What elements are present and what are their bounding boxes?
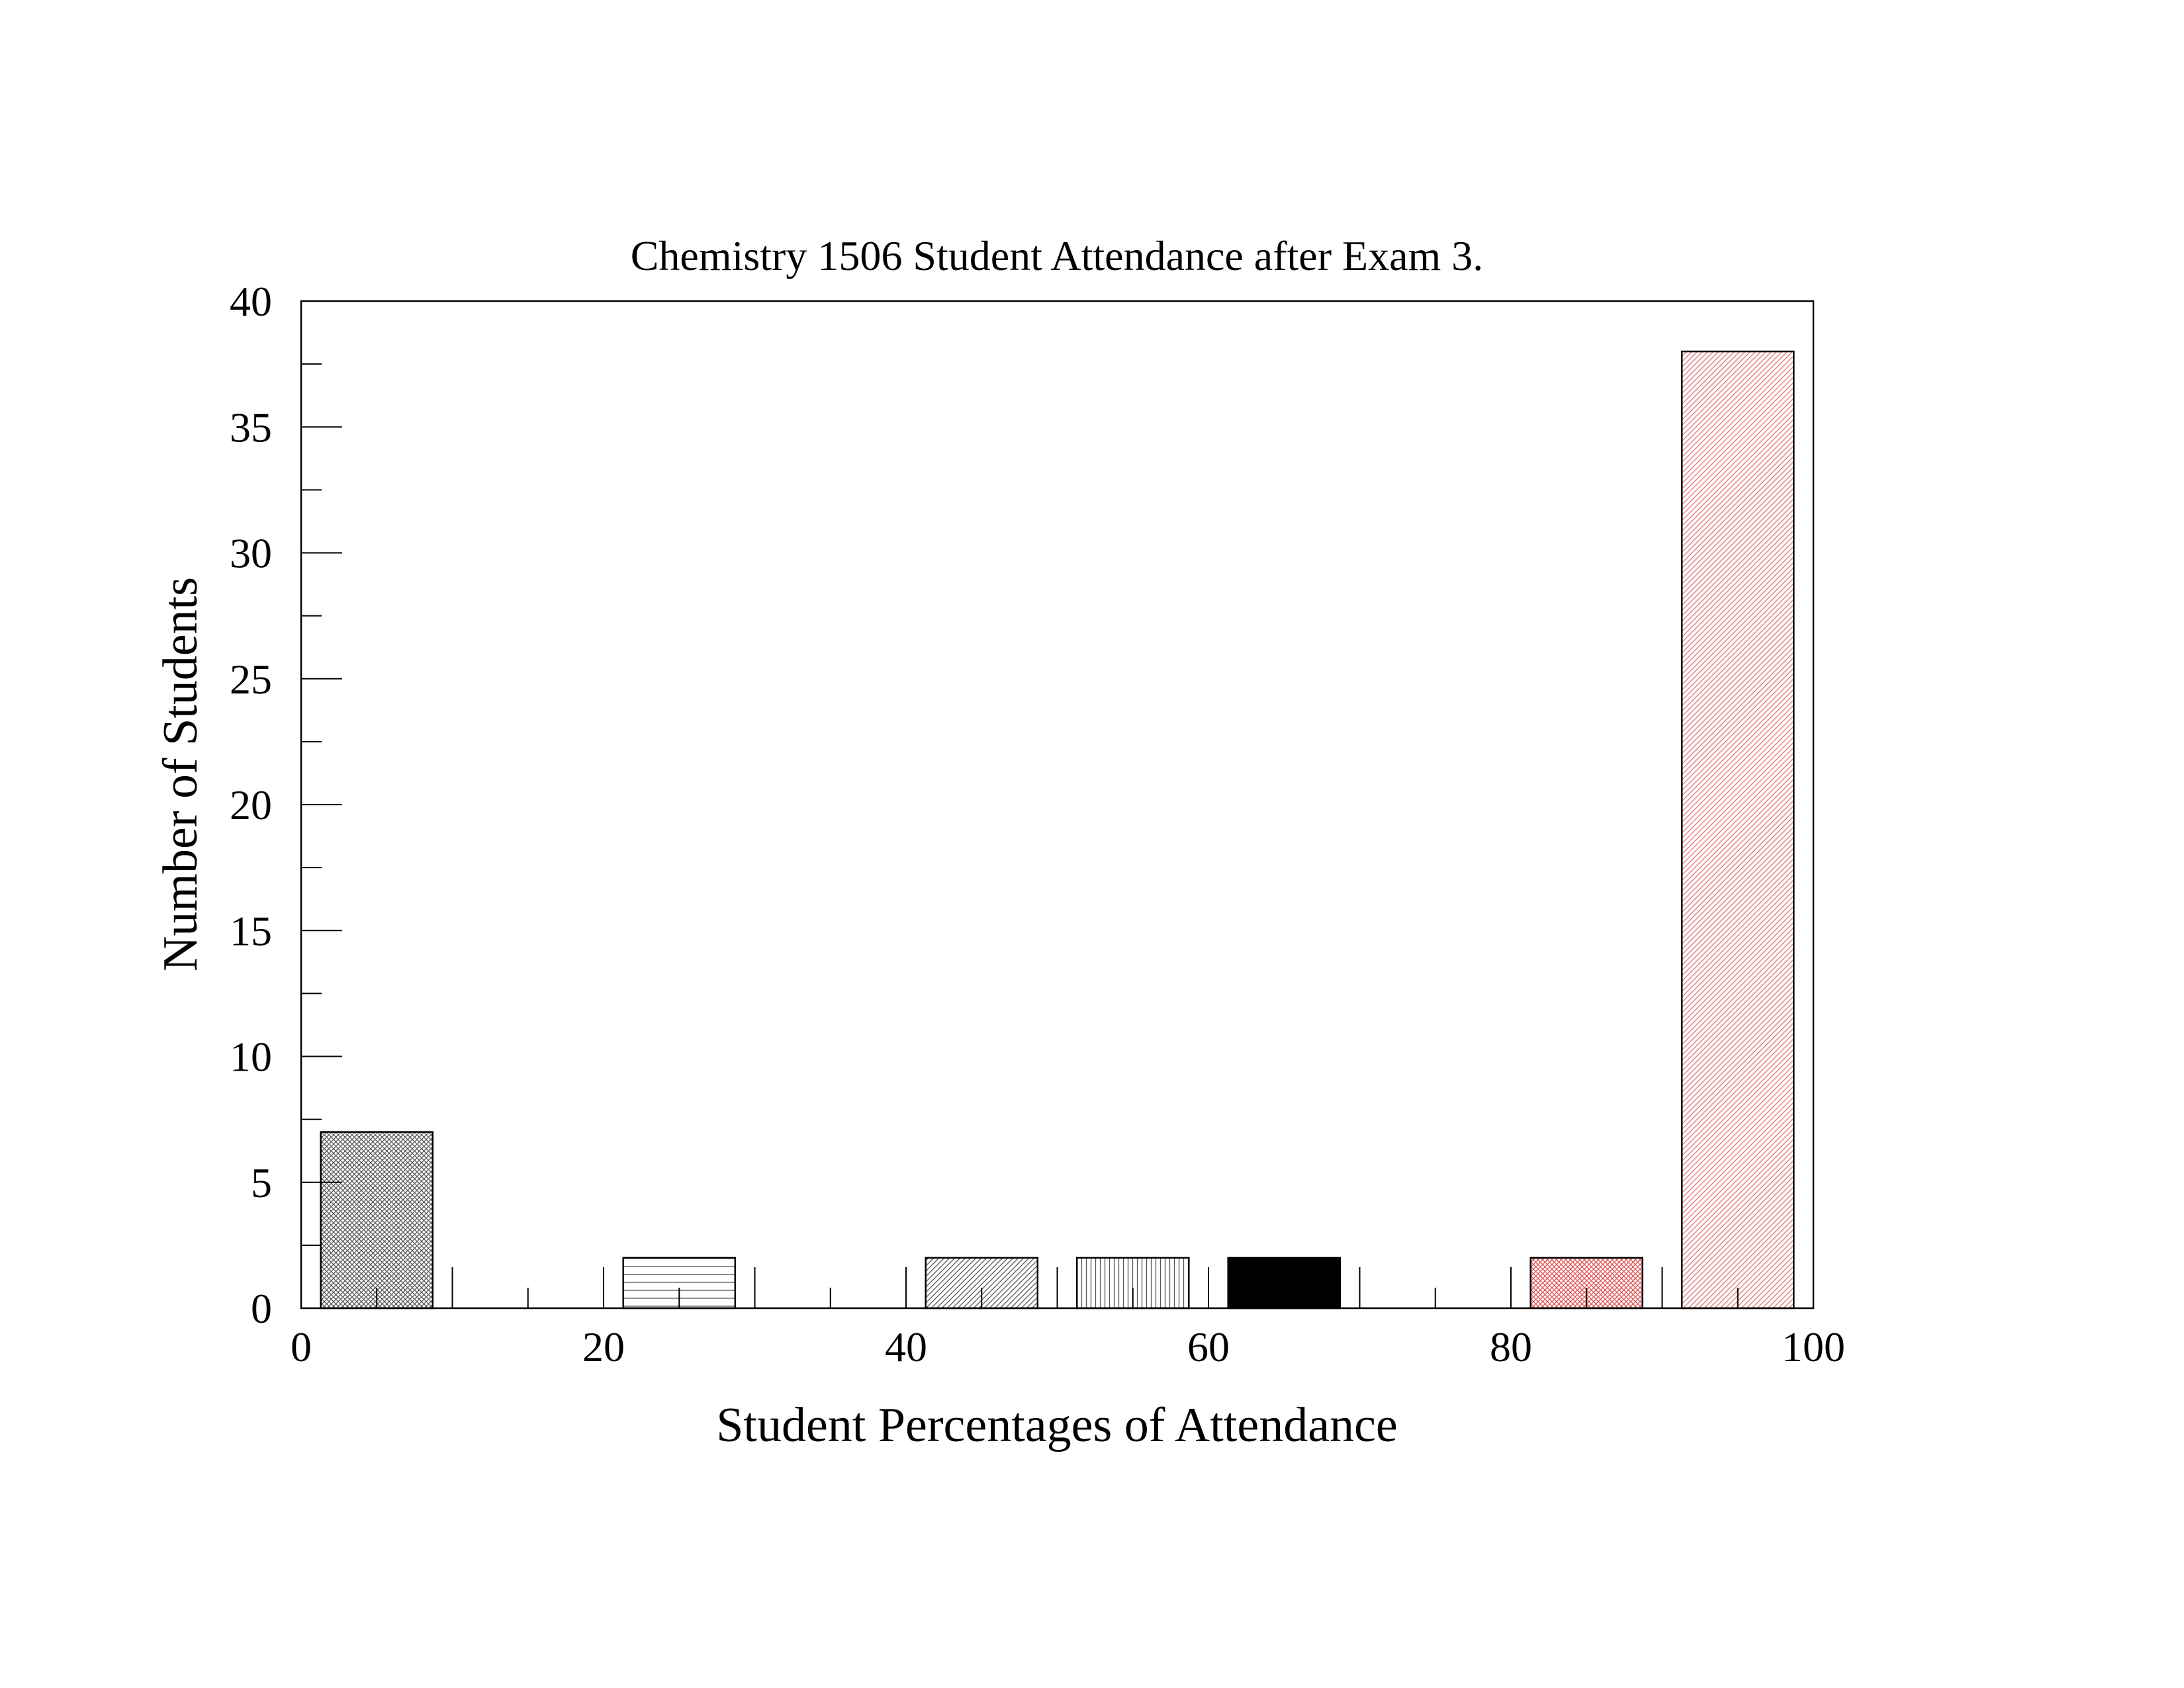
y-axis-label: Number of Students <box>154 577 208 971</box>
y-tick-label: 0 <box>251 1285 272 1332</box>
y-tick-label: 35 <box>230 404 272 451</box>
x-tick-label: 40 <box>885 1323 927 1370</box>
y-tick-label: 30 <box>230 530 272 577</box>
y-tick-label: 20 <box>230 781 272 828</box>
bar-0-10 <box>320 1131 434 1310</box>
y-tick-label: 25 <box>230 656 272 703</box>
y-tick-label: 15 <box>230 907 272 954</box>
x-tick-label: 0 <box>291 1323 312 1370</box>
x-axis-label: Student Percentages of Attendance <box>716 1398 1398 1452</box>
x-tick-label: 100 <box>1782 1323 1845 1370</box>
y-tick-label: 40 <box>230 278 272 325</box>
x-tick-label: 80 <box>1490 1323 1532 1370</box>
x-tick-label: 20 <box>582 1323 625 1370</box>
chart-title: Chemistry 1506 Student Attendance after … <box>631 232 1484 279</box>
plot-frame <box>300 300 1815 1310</box>
x-tick-label: 60 <box>1187 1323 1230 1370</box>
y-tick-label: 10 <box>230 1034 272 1081</box>
y-tick-label: 5 <box>251 1159 272 1206</box>
bar-90-100 <box>1680 350 1795 1310</box>
